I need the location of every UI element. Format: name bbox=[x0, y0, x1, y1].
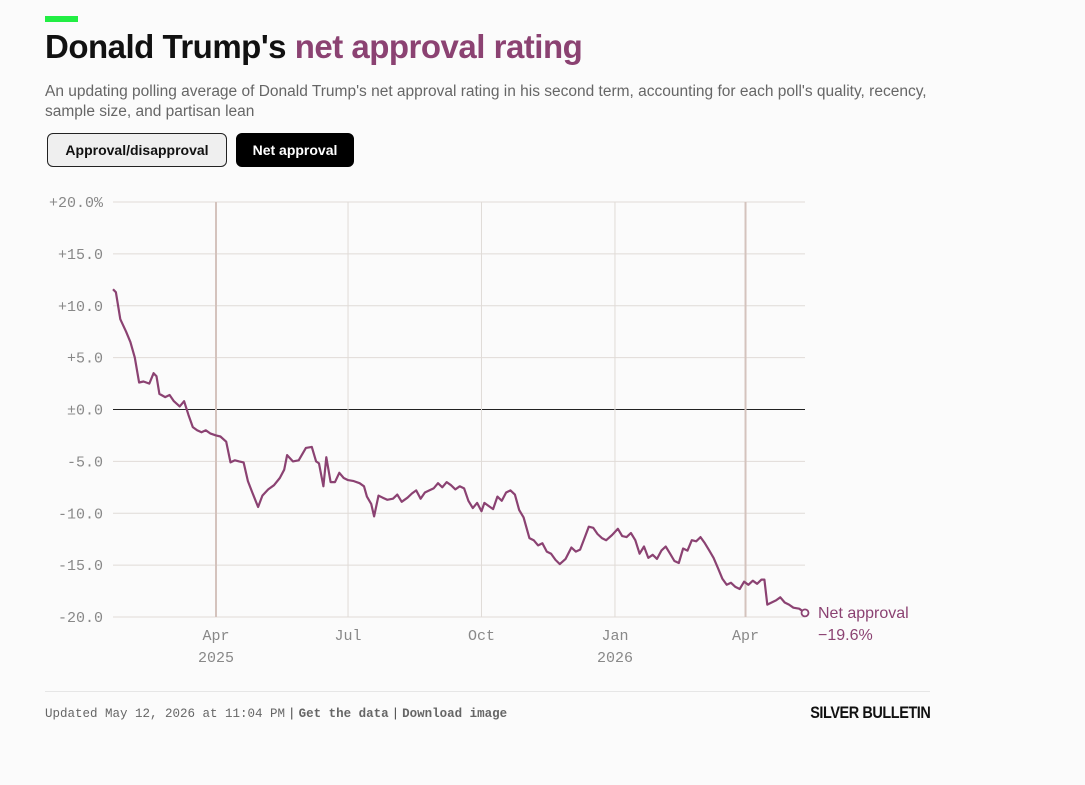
y-tick-label: -5.0 bbox=[67, 454, 103, 471]
y-tick-label: +20.0% bbox=[49, 195, 104, 212]
grid-layer bbox=[113, 201, 805, 618]
subtitle: An updating polling average of Donald Tr… bbox=[45, 83, 927, 120]
end-point-marker bbox=[800, 608, 810, 618]
x-tick-label: Jul bbox=[335, 628, 362, 645]
approval-disapproval-toggle[interactable]: Approval/disapproval bbox=[47, 133, 227, 167]
y-tick-label: -15.0 bbox=[58, 558, 103, 575]
download-image-link[interactable]: Download image bbox=[402, 707, 508, 721]
y-tick-label: +15.0 bbox=[58, 247, 103, 264]
x-tick-year-label: 2026 bbox=[597, 650, 633, 667]
title-highlight: net approval rating bbox=[294, 28, 583, 65]
y-tick-label: ±0.0 bbox=[67, 403, 103, 420]
y-axis: +20.0% +15.0 +10.0 +5.0 ±0.0 -5.0 -10.0 -15.0 -2… bbox=[49, 195, 104, 627]
y-tick-label: -10.0 bbox=[58, 506, 103, 523]
footer: Updated May 12, 2026 at 11:04 PM | Get the… bbox=[45, 707, 507, 721]
x-tick-label: Oct bbox=[468, 628, 495, 645]
x-axis: Apr 2025 Jul Oct Jan 2026 Apr bbox=[198, 628, 759, 667]
footer-separator: | bbox=[391, 707, 400, 721]
page-title: Donald Trump's net approval rating bbox=[45, 28, 583, 66]
x-tick-label: Apr bbox=[202, 628, 229, 645]
x-tick-year-label: 2025 bbox=[198, 650, 234, 667]
accent-bar bbox=[45, 16, 78, 22]
net-approval-line bbox=[112, 288, 806, 614]
net-approval-chart: +20.0% +15.0 +10.0 +5.0 ±0.0 -5.0 -10.0 -15.0 -2… bbox=[49, 195, 909, 667]
footer-divider bbox=[45, 691, 930, 692]
net-approval-toggle[interactable]: Net approval bbox=[236, 133, 354, 167]
get-data-link[interactable]: Get the data bbox=[298, 707, 389, 721]
x-tick-label: Apr bbox=[732, 628, 759, 645]
series-end-label: Net approval bbox=[818, 605, 909, 622]
updated-timestamp: Updated May 12, 2026 at 11:04 PM bbox=[45, 707, 286, 721]
y-tick-label: -20.0 bbox=[58, 610, 103, 627]
series-end-value: −19.6% bbox=[818, 627, 873, 644]
y-tick-label: +10.0 bbox=[58, 299, 103, 316]
x-tick-label: Jan bbox=[601, 628, 628, 645]
footer-separator: | bbox=[288, 707, 296, 721]
y-tick-label: +5.0 bbox=[67, 351, 103, 368]
title-main: Donald Trump's bbox=[45, 28, 287, 65]
silver-bulletin-logo: SILVER BULLETIN bbox=[809, 703, 931, 722]
